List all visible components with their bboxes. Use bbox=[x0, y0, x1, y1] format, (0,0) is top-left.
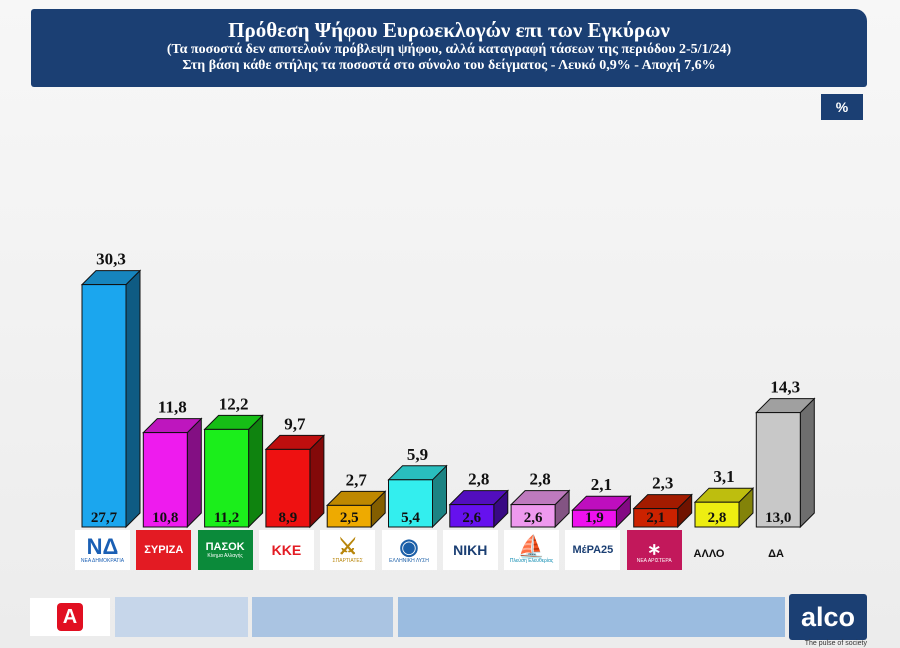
value-label-top: 11,8 bbox=[158, 398, 187, 417]
chart-header: Πρόθεση Ψήφου Ευρωεκλογών επι των Εγκύρω… bbox=[31, 9, 867, 87]
bar-side bbox=[248, 414, 264, 529]
bar-group: 3,1 2,8 bbox=[693, 467, 755, 529]
party-logo-text: Πλεύση Ελευθερίας bbox=[509, 558, 554, 564]
bar-side bbox=[799, 397, 815, 529]
bar bbox=[326, 504, 372, 528]
party-logo-mark: ΣΥΡΙΖΑ bbox=[144, 543, 184, 556]
value-label-base: 1,9 bbox=[585, 510, 604, 526]
value-label-base: 2,1 bbox=[646, 510, 665, 526]
value-label-base: 2,6 bbox=[524, 510, 543, 526]
party-logo: ΜέΡΑ25 bbox=[565, 530, 621, 570]
party-logo: ΣΥΡΙΖΑ bbox=[136, 530, 192, 570]
bar bbox=[142, 432, 188, 528]
party-logo-mark: ⛵ bbox=[517, 534, 546, 559]
value-label-base: 5,4 bbox=[401, 510, 420, 526]
bar bbox=[388, 479, 433, 528]
bar bbox=[633, 508, 679, 528]
party-logo: ⛵ Πλεύση Ελευθερίας bbox=[504, 530, 560, 570]
bar-group: 5,9 5,4 bbox=[387, 445, 448, 529]
party-logo-mark: ⁎ bbox=[648, 534, 660, 559]
party-logo-mark: ΝΔ bbox=[86, 534, 119, 559]
bar bbox=[81, 284, 127, 528]
value-label-base: 13,0 bbox=[765, 510, 791, 526]
party-logo: ΚΚΕ bbox=[258, 530, 314, 570]
party-logo: ⚔ ΣΠΑΡΤΙΑΤΕΣ bbox=[320, 530, 376, 570]
bar-group: 14,3 13,0 bbox=[755, 378, 816, 529]
party-logo: ΠΑΣΟΚ Κίνημα Αλλαγής bbox=[197, 530, 253, 570]
value-label-top: 2,8 bbox=[468, 470, 489, 489]
bar-group: 2,3 2,1 bbox=[632, 474, 693, 529]
party-logo-text: ΣΠΑΡΤΙΑΤΕΣ bbox=[332, 558, 363, 564]
footer-bar-2 bbox=[252, 597, 393, 637]
bar bbox=[510, 504, 556, 528]
bar bbox=[449, 504, 495, 528]
bar-group: 2,1 1,9 bbox=[571, 475, 632, 529]
party-logo: ◉ ΕΛΛΗΝΙΚΗ ΛΥΣΗ bbox=[381, 530, 437, 570]
party-logo-text: ΝΕΑ ΑΡΙΣΤΕΡΑ bbox=[636, 558, 672, 564]
footer-bar-3 bbox=[398, 597, 785, 637]
alpha-news-logo: A bbox=[30, 598, 110, 636]
value-label-top: 2,8 bbox=[529, 470, 550, 489]
bar-group: 11,8 10,8 bbox=[142, 398, 203, 529]
value-label-base: 11,2 bbox=[214, 510, 239, 526]
bar-group: 2,8 2,6 bbox=[448, 470, 510, 529]
alco-logo: alco bbox=[789, 594, 867, 640]
party-logo-mark: ΠΑΣΟΚ bbox=[205, 540, 245, 553]
value-label-base: 8,9 bbox=[279, 510, 298, 526]
value-label-top: 2,1 bbox=[591, 475, 612, 494]
party-logo-mark: ⚔ bbox=[337, 534, 358, 559]
party-logo: ⁎ ΝΕΑ ΑΡΙΣΤΕΡΑ bbox=[626, 530, 682, 570]
bar-side bbox=[125, 269, 141, 529]
bar-group: 12,2 11,2 bbox=[203, 394, 264, 529]
party-logo-text: ΕΛΛΗΝΙΚΗ ΛΥΣΗ bbox=[389, 558, 429, 564]
chart-subtitle-base: Στη βάση κάθε στήλης τα ποσοστά στο σύνο… bbox=[182, 58, 716, 73]
bar-group: 9,7 8,9 bbox=[264, 414, 326, 529]
category-label-da: ΔΑ bbox=[768, 548, 784, 560]
bar bbox=[571, 509, 617, 528]
value-label-top: 2,3 bbox=[652, 474, 673, 493]
party-logo: ΝΔ ΝΕΑ ΔΗΜΟΚΡΑΤΙΑ bbox=[75, 530, 130, 570]
value-label-base: 10,8 bbox=[152, 510, 178, 526]
value-label-top: 2,7 bbox=[346, 470, 368, 489]
value-label-base: 2,5 bbox=[340, 510, 359, 526]
footer-bar-1 bbox=[115, 597, 248, 637]
value-label-top: 9,7 bbox=[284, 414, 306, 433]
chart-subtitle-disclaimer: (Τα ποσοστά δεν αποτελούν πρόβλεψη ψήφου… bbox=[166, 42, 732, 57]
unit-badge: % bbox=[821, 94, 863, 120]
bar-side bbox=[186, 417, 202, 529]
bar bbox=[204, 428, 250, 528]
value-label-top: 5,9 bbox=[407, 445, 428, 464]
value-label-top: 12,2 bbox=[219, 394, 249, 413]
value-label-top: 14,3 bbox=[770, 378, 800, 397]
bar bbox=[694, 501, 740, 528]
category-label-allo: ΑΛΛΟ bbox=[693, 548, 725, 560]
value-label-base: 2,8 bbox=[708, 510, 727, 526]
bar bbox=[265, 448, 311, 528]
chart-title: Πρόθεση Ψήφου Ευρωεκλογών επι των Εγκύρω… bbox=[228, 18, 670, 42]
bar-group: 30,3 27,7 bbox=[80, 250, 142, 529]
party-logo-mark: ◉ bbox=[399, 534, 419, 559]
party-logo-text: ΝΕΑ ΔΗΜΟΚΡΑΤΙΑ bbox=[80, 558, 125, 564]
value-label-base: 2,6 bbox=[462, 510, 481, 526]
value-label-top: 3,1 bbox=[713, 467, 734, 486]
value-label-top: 30,3 bbox=[96, 250, 126, 269]
alpha-logo-icon: A bbox=[57, 603, 83, 631]
bar-group: 2,7 2,5 bbox=[325, 470, 387, 529]
alco-tagline: The pulse of society bbox=[804, 640, 867, 647]
bar bbox=[755, 412, 801, 528]
party-logo-mark: ΜέΡΑ25 bbox=[572, 543, 614, 556]
bar-side bbox=[309, 434, 325, 529]
party-logo: ΝΙΚΗ bbox=[442, 530, 498, 570]
party-logo-mark: ΚΚΕ bbox=[271, 542, 302, 558]
value-label-base: 27,7 bbox=[91, 510, 118, 526]
party-logo-text: Κίνημα Αλλαγής bbox=[207, 552, 243, 559]
bar-group: 2,8 2,6 bbox=[509, 470, 571, 529]
party-logo-mark: ΝΙΚΗ bbox=[453, 542, 488, 558]
